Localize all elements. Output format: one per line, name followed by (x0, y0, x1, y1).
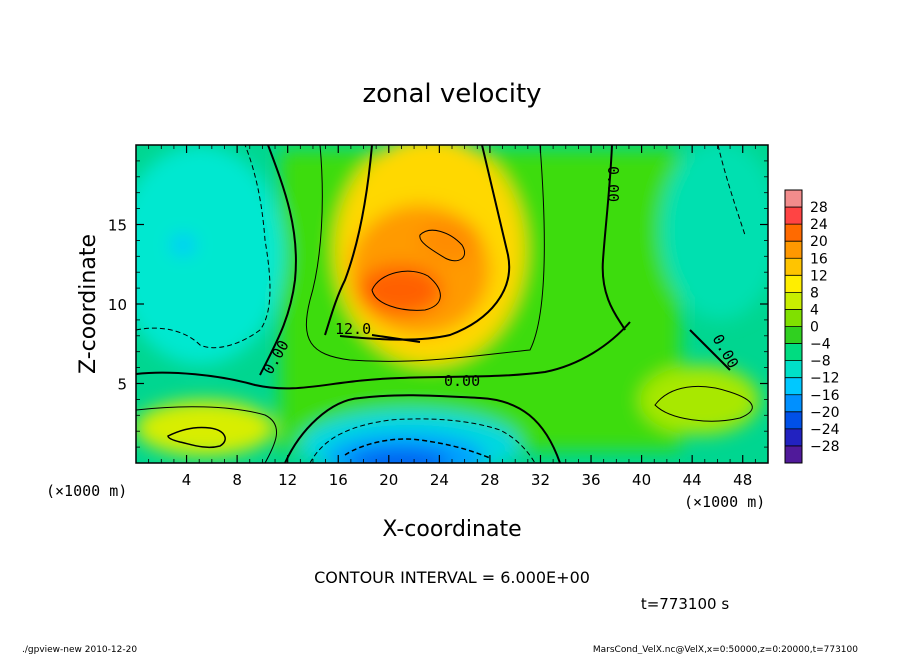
colorbar-label: 28 (810, 200, 828, 216)
colorbar-label: 8 (810, 285, 819, 301)
colorbar-swatch (785, 394, 802, 413)
colorbar-label: 4 (810, 302, 819, 318)
x-tick-label: 48 (733, 471, 752, 489)
colorbar-label: −16 (810, 388, 840, 404)
colorbar-label: 20 (810, 234, 828, 250)
colorbar-label: 16 (810, 251, 828, 267)
y-tick-label: 10 (108, 296, 127, 314)
colorbar-swatch (785, 258, 802, 276)
x-unit-right: (×1000 m) (684, 493, 765, 511)
contour-label-zero-topright: 0.00 (604, 166, 622, 202)
contour-zero-mid (136, 321, 631, 390)
contour-neg12-bottom (344, 438, 491, 459)
field-deepblue-bottom (350, 449, 450, 463)
colorbar-swatch (785, 292, 802, 310)
contour-18-inner (419, 229, 466, 262)
contour-zero-left (259, 145, 297, 376)
plot-area: 12.0 0.00 0.00 0.00 0.00 (136, 145, 768, 463)
x-tick-label: 44 (683, 471, 702, 489)
field-blue-spot (171, 235, 195, 255)
colorbar-label: −24 (810, 422, 840, 438)
contour-6-lowright (654, 385, 753, 422)
y-tick-label: 5 (117, 376, 127, 394)
contour-zero-bottom (284, 394, 561, 463)
colorbar-label: −4 (810, 337, 831, 353)
contour-12-inner (371, 270, 441, 311)
contour-12 (371, 334, 421, 343)
colorbar-swatch (785, 190, 802, 208)
x-tick-label: 40 (632, 471, 651, 489)
contour-interval: CONTOUR INTERVAL = 6.000E+00 (314, 568, 590, 587)
contour-label-12: 12.0 (335, 320, 371, 338)
x-tick-label: 4 (182, 471, 192, 489)
colorbar-swatch (785, 241, 802, 259)
colorbar-swatch (785, 275, 802, 293)
y-tick-label: 15 (108, 217, 127, 235)
colorbar-swatch (785, 360, 802, 379)
field-cyan-left (136, 145, 285, 365)
x-tick-label: 28 (480, 471, 499, 489)
colorbar-swatch (785, 428, 802, 447)
contour-6-lowband (136, 406, 278, 463)
colorbar-label: 0 (810, 320, 819, 336)
contour-6-lowleft (167, 426, 226, 449)
colorbar-label: −12 (810, 371, 840, 387)
field-green-lowright (640, 365, 760, 435)
x-tick-label: 12 (278, 471, 297, 489)
x-tick-label: 24 (430, 471, 449, 489)
field-cyan-right (660, 145, 768, 320)
contour-zero-farright (689, 329, 731, 371)
time-label: t=773100 s (641, 595, 729, 613)
contour-zero-top (324, 145, 373, 336)
colorbar-swatch (785, 377, 802, 396)
footer-right: MarsCond_VelX.nc@VelX,x=0:50000,z=0:2000… (593, 645, 858, 654)
colorbar-label: 24 (810, 217, 828, 233)
colorbar-swatch (785, 207, 802, 225)
colorbar-swatch (785, 224, 802, 242)
x-axis-label: X-coordinate (382, 517, 521, 542)
colorbar-swatch (785, 445, 802, 464)
x-tick-label: 36 (581, 471, 600, 489)
x-unit-left: (×1000 m) (46, 482, 127, 500)
colorbar-swatch (785, 309, 802, 327)
footer-left: ./gpview-new 2010-12-20 (22, 645, 137, 654)
contour-label-zero-mid: 0.00 (444, 372, 480, 390)
contour-neg6-left (136, 145, 271, 349)
x-tick-label: 8 (232, 471, 242, 489)
field-orange-upper (420, 218, 480, 262)
x-tick-label: 32 (531, 471, 550, 489)
colorbar-swatch (785, 411, 802, 430)
contour-neg6-right (717, 145, 746, 236)
field-red-core (358, 265, 442, 315)
colorbar-swatch (785, 343, 802, 362)
colorbar-swatch (785, 326, 802, 345)
y-axis-label: Z-coordinate (76, 234, 101, 374)
colorbar-label: −28 (810, 439, 840, 455)
x-axis: 4 8 12 16 20 24 28 32 36 40 44 48 (148, 145, 756, 489)
colorbar-label: −8 (810, 354, 831, 370)
colorbar-label: 12 (810, 268, 828, 284)
colorbar-label: −20 (810, 405, 840, 421)
x-tick-label: 20 (379, 471, 398, 489)
x-tick-label: 16 (329, 471, 348, 489)
y-axis: 5 10 15 (108, 160, 768, 448)
contour-neg6-bottom (309, 418, 536, 463)
contour-6-thin-a (305, 145, 545, 362)
chart-title: zonal velocity (362, 79, 541, 109)
contour-zero-right (601, 145, 626, 331)
